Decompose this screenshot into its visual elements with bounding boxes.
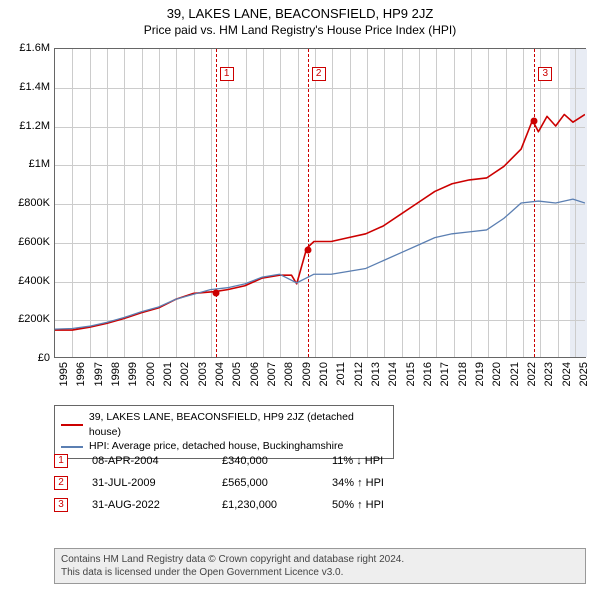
sales-row-badge: 3 [54,498,68,512]
series-line-hpi [55,199,585,329]
sales-row-diff: 50% ↑ HPI [332,499,442,511]
sales-row-badge: 1 [54,454,68,468]
sales-row-price: £565,000 [222,477,332,489]
y-tick-label: £400K [4,275,50,287]
x-tick-label: 1998 [110,362,122,386]
x-tick-label: 2007 [266,362,278,386]
sales-row-date: 08-APR-2004 [92,455,222,467]
x-tick-label: 2023 [543,362,555,386]
sales-row: 1 08-APR-2004£340,00011% ↓ HPI [54,450,442,472]
x-tick-label: 2018 [457,362,469,386]
sales-row: 3 31-AUG-2022£1,230,00050% ↑ HPI [54,494,442,516]
x-tick-label: 2015 [405,362,417,386]
sales-row-price: £1,230,000 [222,499,332,511]
title-block: 39, LAKES LANE, BEACONSFIELD, HP9 2JZ Pr… [0,0,600,37]
y-tick-label: £1.2M [4,120,50,132]
y-tick-label: £1.4M [4,81,50,93]
x-tick-label: 2011 [335,362,347,386]
x-tick-label: 2010 [318,362,330,386]
sales-table: 1 08-APR-2004£340,00011% ↓ HPI 2 31-JUL-200… [54,450,442,516]
x-tick-label: 2017 [439,362,451,386]
x-tick-label: 2003 [197,362,209,386]
subtitle: Price paid vs. HM Land Registry's House … [0,23,600,37]
sales-row-date: 31-AUG-2022 [92,499,222,511]
legend-swatch [61,446,83,448]
x-tick-label: 1999 [127,362,139,386]
y-tick-label: £0 [4,352,50,364]
x-tick-label: 2002 [179,362,191,386]
x-tick-label: 2006 [249,362,261,386]
x-tick-label: 2004 [214,362,226,386]
sale-dot [212,290,219,297]
x-tick-label: 2001 [162,362,174,386]
x-tick-label: 2021 [509,362,521,386]
x-tick-label: 1995 [58,362,70,386]
sales-row-price: £340,000 [222,455,332,467]
y-tick-label: £800K [4,197,50,209]
y-tick-label: £200K [4,313,50,325]
sales-row-diff: 11% ↓ HPI [332,455,442,467]
sales-row: 2 31-JUL-2009£565,00034% ↑ HPI [54,472,442,494]
y-tick-label: £600K [4,236,50,248]
legend-label: 39, LAKES LANE, BEACONSFIELD, HP9 2JZ (d… [89,410,387,439]
x-tick-label: 2016 [422,362,434,386]
x-tick-label: 2024 [561,362,573,386]
legend-item: 39, LAKES LANE, BEACONSFIELD, HP9 2JZ (d… [61,410,387,439]
chart-container: 39, LAKES LANE, BEACONSFIELD, HP9 2JZ Pr… [0,0,600,590]
sales-row-diff: 34% ↑ HPI [332,477,442,489]
series-svg [55,49,585,357]
sales-row-badge: 2 [54,476,68,490]
plot-area: 123 [54,48,586,358]
y-tick-label: £1M [4,158,50,170]
x-tick-label: 2025 [578,362,590,386]
sale-dot [304,246,311,253]
x-tick-label: 2019 [474,362,486,386]
attribution-footer: Contains HM Land Registry data © Crown c… [54,548,586,584]
x-tick-label: 2013 [370,362,382,386]
x-tick-label: 2022 [526,362,538,386]
footer-line-2: This data is licensed under the Open Gov… [61,566,579,579]
sale-dot [531,117,538,124]
x-tick-label: 1996 [75,362,87,386]
x-tick-label: 2000 [145,362,157,386]
x-tick-label: 2014 [387,362,399,386]
x-tick-label: 2009 [301,362,313,386]
series-line-price_paid [55,114,585,330]
legend-swatch [61,424,83,426]
y-tick-label: £1.6M [4,42,50,54]
footer-line-1: Contains HM Land Registry data © Crown c… [61,553,579,566]
x-tick-label: 2005 [231,362,243,386]
x-tick-label: 1997 [93,362,105,386]
sales-row-date: 31-JUL-2009 [92,477,222,489]
address-title: 39, LAKES LANE, BEACONSFIELD, HP9 2JZ [0,6,600,21]
x-tick-label: 2008 [283,362,295,386]
x-tick-label: 2020 [491,362,503,386]
x-tick-label: 2012 [353,362,365,386]
